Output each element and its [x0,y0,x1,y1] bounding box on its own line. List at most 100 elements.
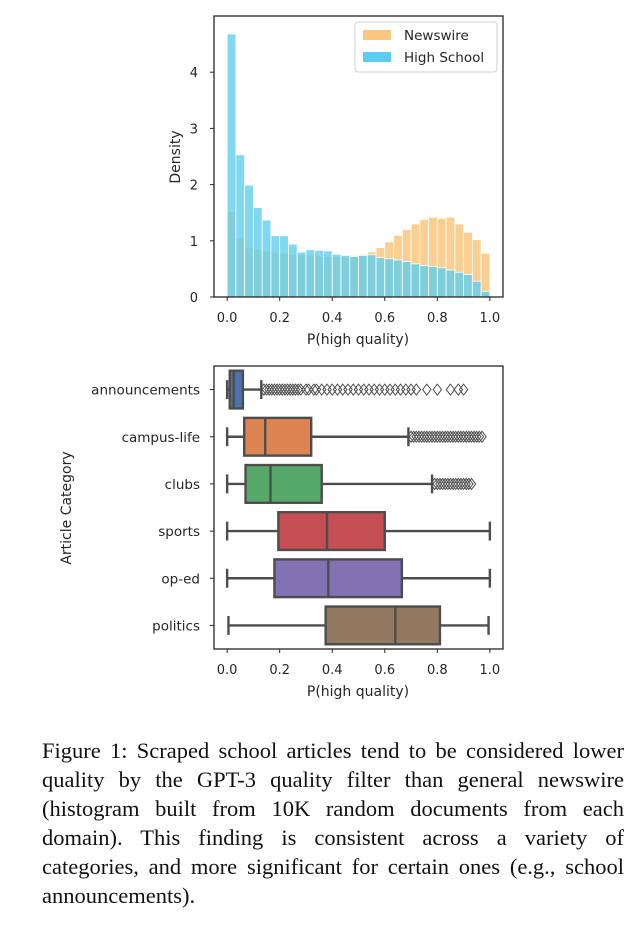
category-label-politics: politics [152,618,200,634]
bar-high-school-29 [480,290,491,298]
x-tick-label: 0.0 [217,663,238,678]
bar-high-school-2 [244,184,254,298]
histogram-legend: Newswire High School [354,21,498,73]
y-tick-label: 4 [190,66,198,81]
outlier-point [461,430,472,444]
histogram-frame [213,15,504,298]
outlier-point [424,430,435,444]
histogram-bars [226,33,491,298]
histogram-x-axis-label: P(high quality) [307,332,409,348]
box-clubs [225,463,477,504]
outlier-point [272,383,282,396]
outlier-point [408,430,419,444]
outlier-point [427,430,437,444]
iqr-box [277,511,386,552]
outlier-point [287,383,298,396]
iqr-box [244,463,323,504]
outlier-point [461,477,472,491]
outlier-point [421,430,432,444]
category-label-sports: sports [158,524,200,540]
x-tick-label: 1.0 [480,663,501,678]
outlier-point [414,430,424,444]
bar-high-school-21 [410,263,421,298]
bar-high-school-25 [445,269,456,298]
outlier-point [437,477,448,491]
iqr-box [273,558,404,599]
outlier-point [421,383,432,396]
box-sports [225,511,492,552]
outlier-point [458,383,469,396]
bar-high-school-22 [419,265,429,298]
category-label-clubs: clubs [165,477,200,493]
outlier-point [464,477,474,491]
outlier-point [435,430,445,444]
outlier-point [390,383,401,396]
x-tick-label: 0.6 [374,663,395,678]
outlier-point [411,430,422,444]
bar-high-school-18 [384,258,394,298]
outlier-point [458,477,469,491]
legend-label-high-school: High School [404,50,484,66]
outlier-point [353,383,364,396]
outlier-point [282,383,293,396]
legend-label-newswire: Newswire [404,28,469,44]
outlier-point [309,383,319,396]
bar-high-school-8 [296,251,307,298]
bar-high-school-9 [305,249,316,298]
outlier-point [264,383,275,396]
outlier-point [429,430,440,444]
outlier-point [277,383,288,396]
outlier-point [456,477,466,491]
outlier-point [374,383,385,396]
outlier-point [343,383,353,396]
bar-high-school-13 [340,255,351,298]
outlier-point [385,383,395,396]
bar-newswire-29 [480,252,491,298]
outlier-point [450,430,461,444]
boxplot-x-ticks: 0.0 0.2 0.4 0.6 0.8 1.0 [217,649,500,678]
boxplot-y-axis-label: Article Category [59,451,75,564]
bar-high-school-12 [331,253,342,298]
outlier-point [458,430,469,444]
y-tick-label: 1 [190,235,198,250]
bar-high-school-3 [253,207,263,298]
outlier-point [332,383,343,396]
bar-high-school-5 [270,235,281,298]
x-tick-label: 1.0 [480,311,501,326]
outlier-point [269,383,280,396]
outlier-point [440,430,451,444]
histogram-chart: 0 1 2 3 4 0.0 0.2 0.4 0.6 0.8 1.0 Density P(high … [168,15,504,348]
category-label-announcements: announcements [91,383,200,399]
bar-high-school-11 [323,250,333,298]
histogram-y-axis-label: Density [168,130,184,183]
category-label-campus-life: campus-life [122,430,200,446]
box-announcements [225,369,469,410]
outlier-point [316,383,327,396]
outlier-point [364,383,374,396]
x-tick-label: 0.6 [374,311,395,326]
outlier-point [280,383,290,396]
boxplot-x-axis-label: P(high quality) [307,684,409,700]
bar-high-school-10 [314,249,324,298]
y-tick-label: 3 [190,122,198,137]
outlier-point [311,383,322,396]
x-tick-label: 0.8 [427,663,448,678]
outlier-point [445,430,456,444]
bar-high-school-14 [349,256,359,298]
outlier-point [261,383,272,396]
outlier-point [285,383,296,396]
outlier-point [369,383,380,396]
outlier-point [466,477,477,491]
outlier-point [322,383,332,396]
bar-high-school-20 [401,261,412,298]
outlier-point [419,430,430,444]
histogram-x-ticks: 0.0 0.2 0.4 0.6 0.8 1.0 [217,297,500,326]
bar-high-school-24 [436,267,447,298]
bar-high-school-15 [358,255,368,298]
outlier-point [416,430,427,444]
y-tick-label: 0 [190,291,198,306]
iqr-box [324,605,442,646]
outlier-point [453,477,464,491]
legend-swatch-high-school [363,52,391,62]
outlier-point [456,430,466,444]
